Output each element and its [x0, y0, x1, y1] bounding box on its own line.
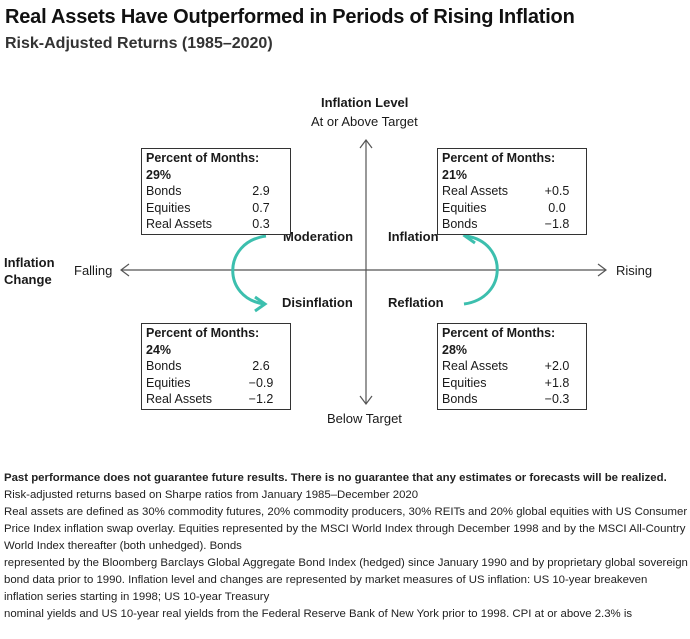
vertical-axis-title: Inflation Level: [321, 95, 409, 110]
quadrant-row: Equities +1.8: [442, 375, 582, 392]
phase-disinflation: Disinflation: [282, 295, 353, 310]
asset-label: Bonds: [442, 217, 478, 231]
horizontal-axis-left-arrowhead: [120, 263, 130, 277]
asset-value: −0.3: [544, 392, 570, 406]
asset-value: 0.7: [252, 200, 270, 215]
page-subtitle: Risk-Adjusted Returns (1985–2020): [5, 35, 273, 52]
asset-value: +2.0: [544, 359, 570, 373]
asset-label: Bonds: [146, 184, 182, 198]
vertical-axis-top-arrowhead: [359, 139, 373, 149]
asset-value: −0.9: [248, 375, 274, 390]
vertical-axis-bottom-arrowhead: [359, 395, 373, 405]
asset-label: Equities: [442, 200, 487, 215]
quadrant-row: Real Assets 0.3: [146, 216, 286, 233]
footnote-line: nominal yields and US 10-year real yield…: [4, 608, 633, 620]
asset-value: 0.3: [252, 217, 270, 231]
quadrant-row: Equities −0.9: [146, 375, 286, 392]
left-axis-label: Falling: [74, 263, 113, 278]
quadrant-row: Real Assets +2.0: [442, 358, 582, 375]
footnote-line: Risk-adjusted returns based on Sharpe ra…: [4, 489, 419, 501]
asset-value: +1.8: [544, 375, 570, 390]
asset-label: Real Assets: [146, 217, 213, 231]
horizontal-axis-title-line2: Change: [4, 272, 52, 287]
quadrant-box-bottom-left: Percent of Months: 24% Bonds 2.6 Equities…: [141, 323, 291, 410]
phase-moderation: Moderation: [283, 229, 354, 244]
asset-label: Equities: [146, 200, 191, 215]
left-cycle-arrow: [231, 234, 267, 306]
asset-label: Equities: [146, 375, 191, 390]
footnote-line: Real assets are defined as 30% commodity…: [4, 506, 688, 552]
quadrant-row: Bonds −1.8: [442, 216, 582, 233]
asset-label: Real Assets: [146, 392, 213, 406]
asset-value: +0.5: [544, 184, 570, 198]
quadrant-row: Real Assets +0.5: [442, 183, 582, 200]
footnote-line: represented by the Bloomberg Barclays Gl…: [4, 557, 688, 603]
asset-value: 2.9: [252, 184, 270, 198]
page-title: Real Assets Have Outperformed in Periods…: [5, 6, 575, 28]
horizontal-axis-title-line1: Inflation: [4, 255, 55, 270]
quadrant-box-top-right: Percent of Months: 21% Real Assets +0.5 E…: [437, 148, 587, 235]
bottom-axis-label: Below Target: [327, 411, 402, 426]
asset-label: Equities: [442, 375, 487, 390]
quadrant-row: Bonds −0.3: [442, 391, 582, 408]
footnotes: Past performance does not guarantee futu…: [4, 470, 688, 623]
asset-label: Real Assets: [442, 359, 509, 373]
horizontal-axis-right-arrowhead: [597, 263, 607, 277]
quadrant-row: Bonds 2.6: [146, 358, 286, 375]
asset-label: Bonds: [146, 359, 182, 373]
asset-label: Bonds: [442, 392, 478, 406]
phase-inflation: Inflation: [388, 229, 439, 244]
top-axis-label: At or Above Target: [311, 114, 418, 129]
disclaimer: Past performance does not guarantee futu…: [4, 472, 667, 484]
asset-value: −1.2: [248, 392, 274, 406]
quadrant-row: Real Assets −1.2: [146, 391, 286, 408]
asset-value: −1.8: [544, 217, 570, 231]
phase-reflation: Reflation: [388, 295, 444, 310]
quadrant-row: Equities 0.7: [146, 200, 286, 217]
right-cycle-arrow: [463, 234, 499, 306]
asset-label: Real Assets: [442, 184, 509, 198]
quadrant-box-top-left: Percent of Months: 29% Bonds 2.9 Equities…: [141, 148, 291, 235]
right-axis-label: Rising: [616, 263, 653, 278]
asset-value: 0.0: [548, 200, 566, 215]
quadrant-row: Bonds 2.9: [146, 183, 286, 200]
left-cycle-arrowhead: [254, 295, 268, 313]
quadrant-row: Equities 0.0: [442, 200, 582, 217]
quadrant-box-bottom-right: Percent of Months: 28% Real Assets +2.0 E…: [437, 323, 587, 410]
quadrant-header: Percent of Months: 28%: [442, 326, 556, 357]
quadrant-header: Percent of Months: 24%: [146, 326, 260, 357]
quadrant-header: Percent of Months: 21%: [442, 151, 556, 182]
quadrant-header: Percent of Months: 29%: [146, 151, 260, 182]
asset-value: 2.6: [252, 359, 270, 373]
